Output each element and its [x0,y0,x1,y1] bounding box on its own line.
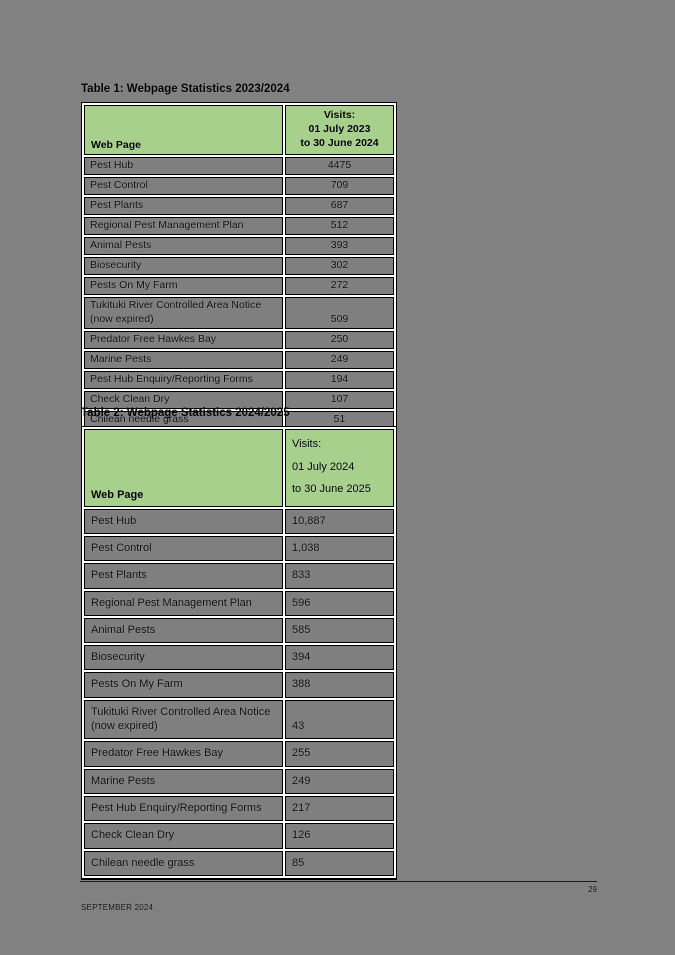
cell-webpage: Pests On My Farm [84,277,283,296]
cell-webpage: Pest Control [84,176,283,195]
table-row: Check Clean Dry 126 [84,823,394,849]
cell-webpage: Pest Control [84,535,283,562]
table-row: Pest Hub Enquiry/Reporting Forms 217 [84,795,394,822]
cell-visits: 1,038 [285,535,394,562]
table-row: Chilean needle grass 85 [84,850,394,876]
cell-webpage: Predator Free Hawkes Bay [84,330,283,349]
cell-visits: 388 [285,672,394,698]
table-2-title: Table 2: Webpage Statistics 2024/2025 [81,407,290,419]
table-row: Predator Free Hawkes Bay 255 [84,741,394,767]
cell-visits: 512 [285,216,394,236]
cell-visits: 85 [285,850,394,876]
cell-webpage: Marine Pests [84,768,283,794]
cell-visits: 585 [285,617,394,644]
cell-webpage: Tukituki River Controlled Area Notice (n… [84,297,283,329]
footer-divider [80,881,597,882]
table-2-col-web-page: Web Page [84,429,283,507]
table-1-col-visits: Visits: 01 July 2023 to 30 June 2024 [285,105,394,155]
table-row: Pest Hub 10,887 [84,508,394,534]
table-row: Animal Pests 393 [84,237,394,256]
cell-webpage: Marine Pests [84,350,283,369]
table-row: Pest Control 709 [84,176,394,195]
cell-webpage: Pest Hub Enquiry/Reporting Forms [84,795,283,822]
cell-webpage: Pest Hub Enquiry/Reporting Forms [84,370,283,390]
cell-visits: 596 [285,590,394,616]
table-row: Check Clean Dry 107 [84,391,394,410]
page-number: 29 [588,885,597,894]
cell-visits: 194 [285,370,394,390]
cell-webpage: Tukituki River Controlled Area Notice (n… [84,699,283,740]
table-row: Marine Pests 249 [84,350,394,369]
table-2-body: Pest Hub 10,887 Pest Control 1,038 Pest Plan… [84,508,394,876]
cell-webpage: Pest Hub [84,156,283,175]
webpage-statistics-table-2024-2025: Web Page Visits: 01 July 2024 to 30 June… [81,426,397,880]
table-row: Regional Pest Management Plan 512 [84,216,394,236]
table-row: Pest Plants 833 [84,563,394,589]
cell-visits: 217 [285,795,394,822]
table-1-section: Table 1: Webpage Statistics 2023/2024 We… [81,83,397,434]
cell-visits: 509 [285,297,394,329]
cell-visits: 255 [285,741,394,767]
cell-webpage: Pests On My Farm [84,672,283,698]
table-row: Pests On My Farm 388 [84,672,394,698]
cell-visits: 833 [285,563,394,589]
table-row: Biosecurity 394 [84,645,394,671]
cell-visits: 249 [285,768,394,794]
cell-webpage: Pest Plants [84,563,283,589]
table-row: Marine Pests 249 [84,768,394,794]
table-1-header: Web Page Visits: 01 July 2023 to 30 June… [84,105,394,155]
cell-visits: 126 [285,823,394,849]
cell-webpage: Chilean needle grass [84,411,283,430]
cell-visits: 4475 [285,156,394,175]
table-row: Pest Hub Enquiry/Reporting Forms 194 [84,370,394,390]
cell-webpage: Biosecurity [84,645,283,671]
table-row: Animal Pests 585 [84,617,394,644]
cell-webpage: Chilean needle grass [84,850,283,876]
cell-webpage: Pest Hub [84,508,283,534]
table-2-section: Table 2: Webpage Statistics 2024/2025 We… [81,407,397,880]
cell-webpage: Predator Free Hawkes Bay [84,741,283,767]
cell-webpage: Animal Pests [84,617,283,644]
cell-webpage: Animal Pests [84,237,283,256]
table-1-body: Pest Hub 4475 Pest Control 709 Pest Plants 68… [84,156,394,430]
table-row: Pest Plants 687 [84,196,394,215]
table-row: Regional Pest Management Plan 596 [84,590,394,616]
cell-visits: 10,887 [285,508,394,534]
cell-webpage: Regional Pest Management Plan [84,216,283,236]
cell-webpage: Regional Pest Management Plan [84,590,283,616]
cell-webpage: Check Clean Dry [84,391,283,410]
table-row: Biosecurity 302 [84,257,394,276]
cell-visits: 302 [285,257,394,276]
cell-webpage: Pest Plants [84,196,283,215]
table-1-col-web-page: Web Page [84,105,283,155]
cell-visits: 272 [285,277,394,296]
footer-date: SEPTEMBER 2024 [81,903,154,912]
table-row: Pest Control 1,038 [84,535,394,562]
cell-webpage: Biosecurity [84,257,283,276]
webpage-statistics-table-2023-2024: Web Page Visits: 01 July 2023 to 30 June… [81,102,397,434]
table-row: Predator Free Hawkes Bay 250 [84,330,394,349]
table-row: Tukituki River Controlled Area Notice (n… [84,699,394,740]
table-2-col-visits: Visits: 01 July 2024 to 30 June 2025 [285,429,394,507]
cell-visits: 250 [285,330,394,349]
cell-visits: 249 [285,350,394,369]
cell-visits: 687 [285,196,394,215]
table-1-title: Table 1: Webpage Statistics 2023/2024 [81,83,290,95]
cell-visits: 43 [285,699,394,740]
table-row: Tukituki River Controlled Area Notice (n… [84,297,394,329]
table-2-header: Web Page Visits: 01 July 2024 to 30 June… [84,429,394,507]
cell-webpage: Check Clean Dry [84,823,283,849]
table-row: Pests On My Farm 272 [84,277,394,296]
table-row: Pest Hub 4475 [84,156,394,175]
cell-visits: 393 [285,237,394,256]
cell-visits: 394 [285,645,394,671]
cell-visits: 107 [285,391,394,410]
cell-visits: 709 [285,176,394,195]
